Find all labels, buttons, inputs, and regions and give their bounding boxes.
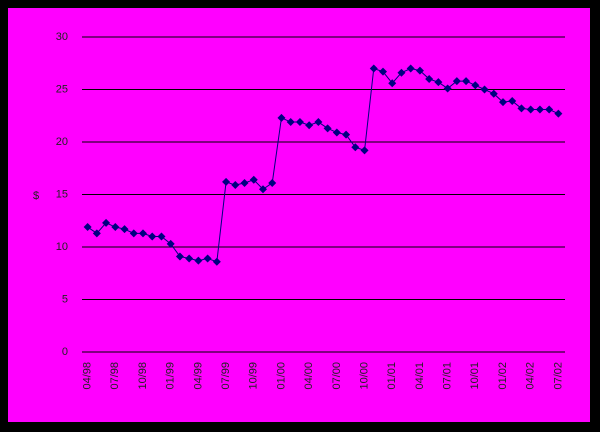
marker [406, 64, 415, 73]
x-tick-label: 07/99 [220, 362, 232, 390]
marker [415, 66, 424, 75]
marker [277, 113, 286, 122]
marker [434, 78, 443, 87]
x-tick-label: 07/00 [331, 362, 343, 390]
marker [268, 178, 277, 187]
marker [83, 223, 92, 232]
marker [305, 121, 314, 130]
marker [175, 252, 184, 261]
marker [286, 118, 295, 127]
x-tick-label: 07/98 [109, 362, 121, 390]
marker [194, 256, 203, 265]
marker [231, 181, 240, 190]
y-tick-label: 5 [62, 293, 68, 305]
marker [351, 143, 360, 152]
x-tick-label: 01/00 [275, 362, 287, 390]
marker [148, 232, 157, 241]
x-tick-label: 04/99 [192, 362, 204, 390]
x-tick-label: 04/00 [303, 362, 315, 390]
marker [452, 77, 461, 86]
marker [92, 229, 101, 238]
marker [332, 128, 341, 137]
marker [443, 84, 452, 93]
y-tick-label: 10 [56, 241, 68, 253]
marker [129, 229, 138, 238]
x-tick-label: 07/02 [552, 362, 564, 390]
marker [212, 257, 221, 266]
marker [397, 68, 406, 77]
x-tick-label: 04/98 [82, 362, 94, 390]
marker [240, 178, 249, 187]
marker [166, 239, 175, 248]
marker [102, 218, 111, 227]
marker [259, 185, 267, 194]
y-tick-label: 20 [56, 136, 68, 148]
chart-background [8, 8, 590, 422]
marker [342, 130, 351, 139]
marker [508, 97, 517, 106]
x-tick-label: 01/99 [165, 362, 177, 390]
x-tick-label: 10/01 [469, 362, 481, 390]
marker [323, 124, 332, 133]
marker [369, 64, 378, 73]
marker [249, 175, 258, 184]
line [87, 67, 559, 263]
marker [185, 254, 194, 263]
marker [360, 146, 369, 155]
marker [526, 105, 535, 114]
marker [314, 118, 323, 127]
x-tick-label: 01/02 [497, 362, 509, 390]
marker [388, 79, 397, 88]
y-axis-label: $ [33, 190, 39, 202]
marker [379, 67, 387, 76]
marker [499, 98, 507, 107]
marker [139, 229, 147, 238]
x-tick-label: 07/01 [442, 362, 454, 390]
y-tick-label: 15 [56, 188, 68, 200]
marker [462, 77, 471, 86]
x-tick-label: 10/00 [358, 362, 370, 390]
marker [471, 81, 480, 90]
marker [120, 225, 129, 234]
marker [554, 109, 563, 118]
marker [535, 105, 544, 114]
y-tick-label: 0 [62, 346, 68, 358]
marker [517, 104, 526, 113]
x-tick-label: 10/99 [248, 362, 260, 390]
marker [425, 75, 434, 83]
marker [295, 118, 304, 127]
marker [157, 232, 166, 241]
x-tick-label: 04/01 [414, 362, 426, 390]
x-tick-label: 01/01 [386, 362, 398, 390]
marker [480, 85, 489, 94]
y-tick-label: 30 [56, 31, 68, 43]
marker [222, 177, 231, 186]
marker [111, 223, 120, 232]
marker [545, 105, 554, 114]
x-tick-label: 04/02 [525, 362, 537, 390]
y-tick-label: 25 [56, 83, 68, 95]
marker [489, 89, 498, 98]
marker [203, 254, 212, 263]
x-tick-label: 10/98 [137, 362, 149, 390]
